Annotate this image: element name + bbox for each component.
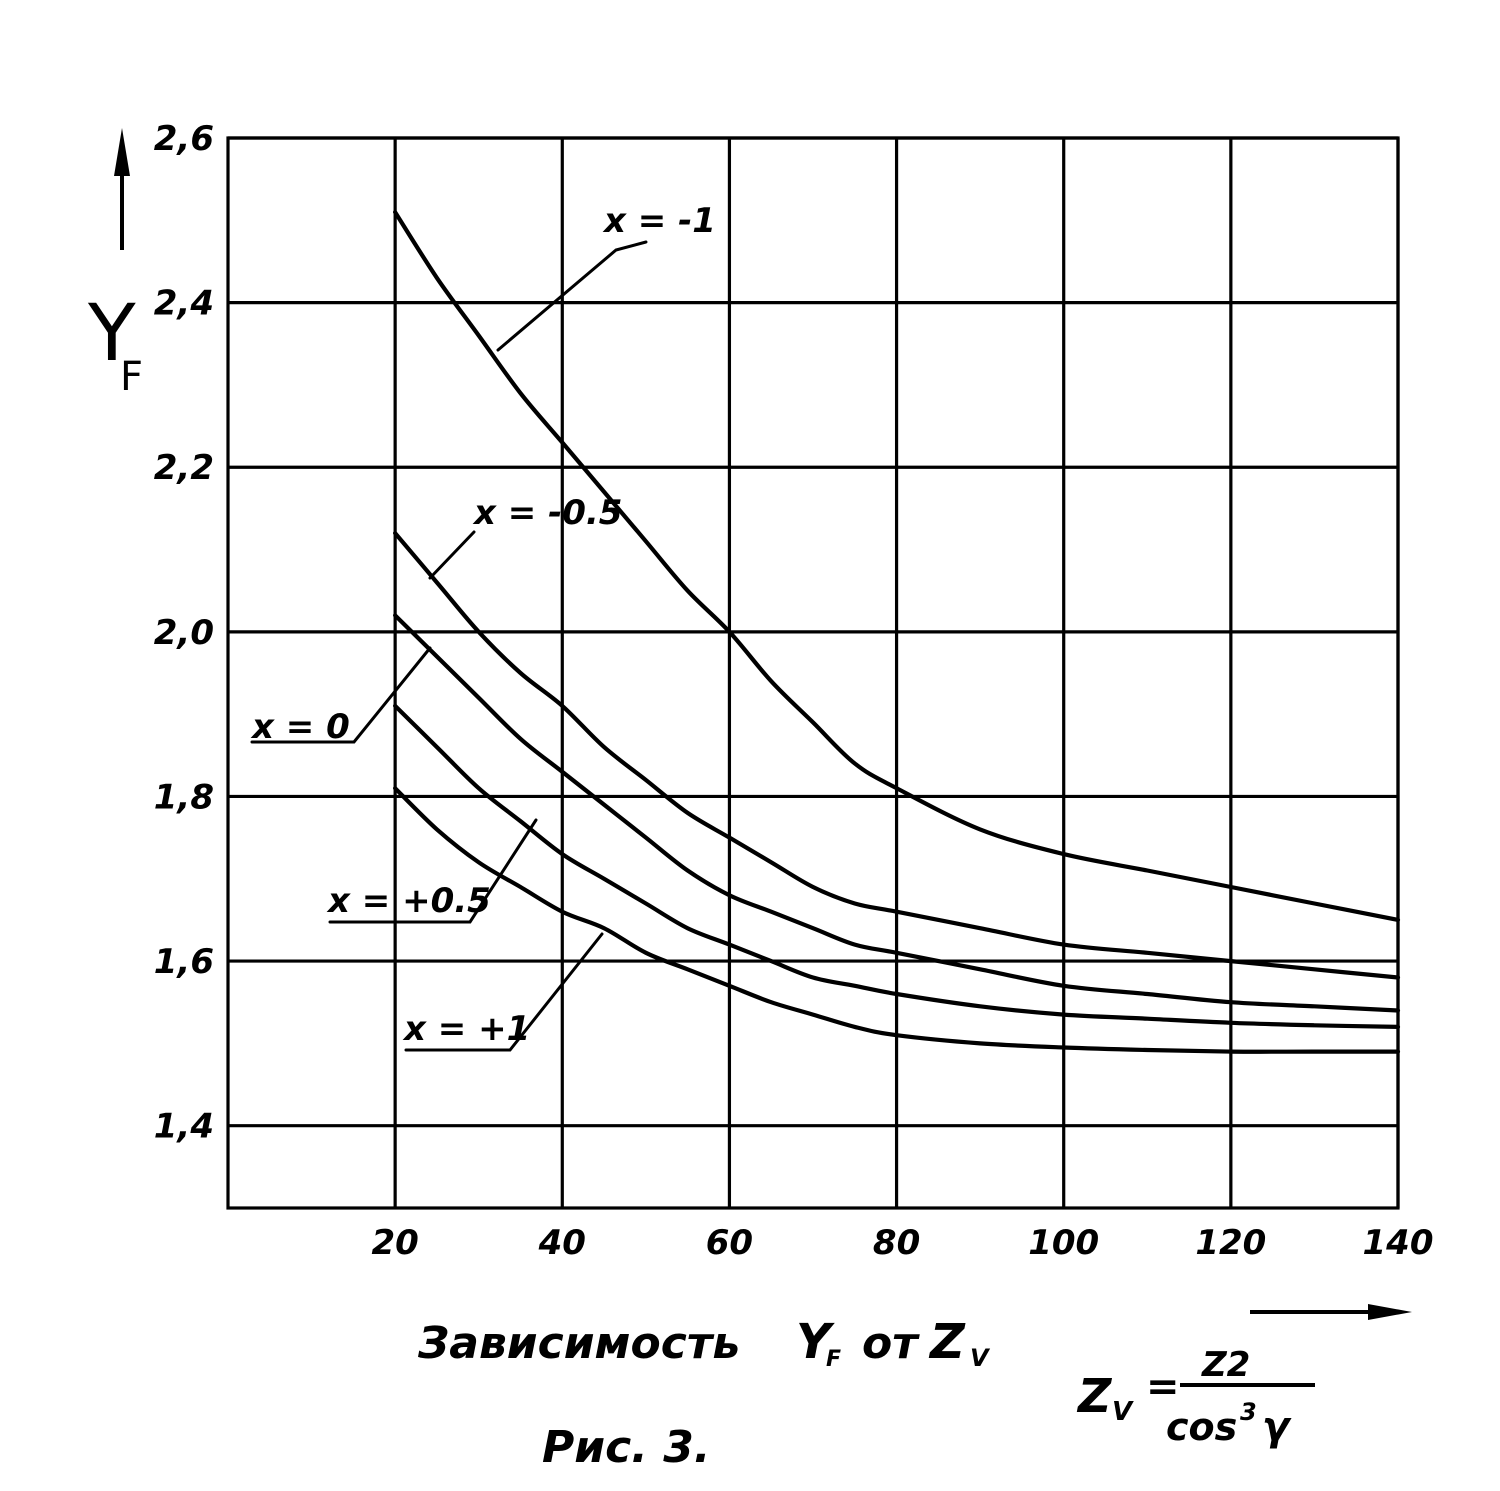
title-zv: Z [928,1314,966,1370]
curve-label-leader-3 [328,818,538,924]
y-axis-label-sub: F [120,354,143,400]
x-tick-label: 100 [1028,1223,1099,1263]
y-axis-label-main: Y [87,289,136,379]
x-axis-arrow [1250,1304,1412,1320]
formula-lhs: Z [1076,1369,1113,1423]
formula-numerator: Z2 [1201,1345,1250,1385]
curve-label-leader-0 [496,240,648,352]
formula-denominator-base: cos [1166,1405,1237,1449]
y-axis-arrow [114,128,130,250]
x-tick-label: 120 [1195,1223,1266,1263]
curve-label-0: x = -1 [602,201,716,241]
curve-label-3: x = +0.5 [326,881,491,921]
title-yf-sub: F [826,1347,841,1372]
curve-label-leader-1 [428,530,476,580]
curve-label-1: x = -0.5 [472,493,622,533]
formula-lhs-sub: V [1112,1397,1134,1427]
formula: Z V = Z2 cos 3 γ [1076,1345,1315,1450]
x-tick-label: 40 [538,1223,586,1263]
title-mid: от [862,1318,920,1369]
y-tick-label: 2,0 [154,613,214,653]
series-line-3 [393,703,1401,1029]
x-tick-label: 80 [873,1223,920,1263]
series-line-2 [393,613,1401,1013]
y-tick-label: 2,4 [154,284,214,324]
curve-label-leader-4 [404,932,604,1052]
curve-label-leader-2 [250,646,432,744]
x-tick-label: 140 [1363,1223,1434,1263]
curve-label-4: x = +1 [402,1009,530,1049]
y-tick-label: 2,2 [154,448,214,488]
curve-label-leaders: x = -1 x = -0.5 x = 0 x = +0.5 x = +1 [250,201,716,1052]
y-tick-label: 1,6 [154,942,214,982]
title-yf: Y [796,1314,835,1370]
y-tick-label: 2,6 [154,119,214,159]
tick-labels: 20 40 60 80 100 120 140 1,4 1,6 1,8 2,0 2,2 2,4 2,6 [154,119,1434,1263]
title-zv-sub: V [970,1344,991,1372]
grid [226,136,1400,1210]
formula-denominator-exp: 3 [1240,1398,1257,1426]
y-tick-label: 1,8 [154,777,214,817]
chart-title: Зависимость Y F от Z V [417,1314,991,1372]
title-text: Зависимость [417,1318,740,1369]
x-tick-label: 60 [706,1223,753,1263]
figure-caption: Рис. 3. [542,1422,711,1473]
series-line-0 [393,210,1401,922]
y-axis-label: Y F [87,289,143,400]
curves [393,210,1401,1054]
curve-label-2: x = 0 [250,707,350,747]
x-tick-label: 20 [371,1223,418,1263]
y-tick-label: 1,4 [154,1107,214,1147]
formula-eq: = [1146,1364,1180,1410]
series-line-4 [393,786,1401,1054]
series-line-1 [393,531,1401,980]
formula-denominator-var: γ [1262,1404,1292,1450]
